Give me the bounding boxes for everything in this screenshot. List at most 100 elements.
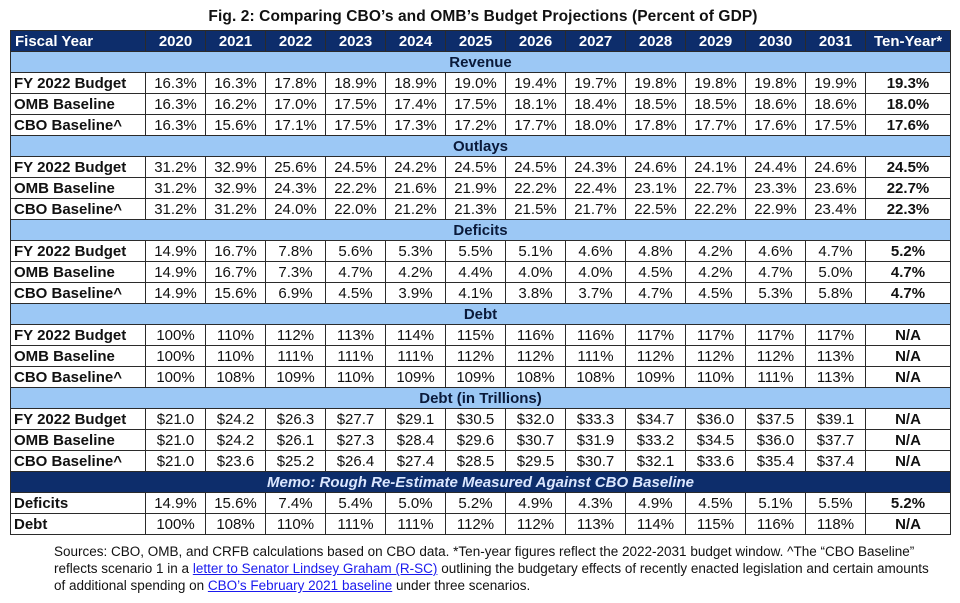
value-cell: $36.0	[745, 429, 806, 451]
value-cell: 117%	[625, 324, 686, 346]
value-cell: $33.6	[685, 450, 746, 472]
value-cell: 18.5%	[685, 93, 746, 115]
value-cell: 15.6%	[205, 282, 266, 304]
section-band-debt-in-trillions: Debt (in Trillions)	[10, 387, 951, 409]
value-cell: 111%	[385, 345, 446, 367]
row-label: FY 2022 Budget	[10, 408, 146, 430]
value-cell: $24.2	[205, 408, 266, 430]
ten-year-cell: 4.7%	[865, 282, 951, 304]
value-cell: 110%	[325, 366, 386, 388]
header-year: 2028	[625, 30, 686, 52]
value-cell: 4.1%	[445, 282, 506, 304]
table-row: FY 2022 Budget 16.3% 16.3% 17.8% 18.9% 18.9% 1…	[10, 72, 951, 94]
table-row: Deficits 14.9% 15.6% 7.4% 5.4% 5.0% 5.2% 4.9% 4.…	[10, 492, 951, 514]
value-cell: $39.1	[805, 408, 866, 430]
value-cell: 4.3%	[565, 492, 626, 514]
value-cell: $27.7	[325, 408, 386, 430]
value-cell: $27.4	[385, 450, 446, 472]
value-cell: $21.0	[145, 429, 206, 451]
value-cell: 18.6%	[805, 93, 866, 115]
row-label: OMB Baseline	[10, 261, 146, 283]
value-cell: 116%	[745, 513, 806, 535]
value-cell: 17.7%	[685, 114, 746, 136]
value-cell: 4.5%	[325, 282, 386, 304]
value-cell: 22.4%	[565, 177, 626, 199]
value-cell: 18.1%	[505, 93, 566, 115]
value-cell: 108%	[205, 366, 266, 388]
value-cell: 111%	[325, 345, 386, 367]
value-cell: 115%	[685, 513, 746, 535]
section-band-debt: Debt	[10, 303, 951, 325]
value-cell: 19.4%	[505, 72, 566, 94]
value-cell: $21.0	[145, 408, 206, 430]
value-cell: 25.6%	[265, 156, 326, 178]
header-row: Fiscal Year 2020 2021 2022 2023 2024 2025 2026 2…	[10, 30, 951, 52]
section-title: Debt (in Trillions)	[10, 387, 951, 409]
value-cell: 14.9%	[145, 261, 206, 283]
value-cell: 16.3%	[205, 72, 266, 94]
value-cell: 32.9%	[205, 177, 266, 199]
value-cell: 109%	[265, 366, 326, 388]
cbo-february-2021-baseline-link[interactable]: CBO’s February 2021 baseline	[207, 578, 393, 593]
header-year: 2026	[505, 30, 566, 52]
value-cell: 24.5%	[505, 156, 566, 178]
header-ten-year: Ten-Year*	[865, 30, 951, 52]
table-row: FY 2022 Budget 14.9% 16.7% 7.8% 5.6% 5.3% 5.5%…	[10, 240, 951, 262]
value-cell: $28.5	[445, 450, 506, 472]
ten-year-cell: N/A	[865, 366, 951, 388]
ten-year-cell: 24.5%	[865, 156, 951, 178]
value-cell: $28.4	[385, 429, 446, 451]
value-cell: 115%	[445, 324, 506, 346]
value-cell: 22.0%	[325, 198, 386, 220]
value-cell: 112%	[685, 345, 746, 367]
letter-to-senator-graham-link[interactable]: letter to Senator Lindsey Graham (R-SC)	[192, 561, 438, 576]
value-cell: 17.3%	[385, 114, 446, 136]
value-cell: 4.6%	[745, 240, 806, 262]
ten-year-cell: N/A	[865, 408, 951, 430]
value-cell: $34.5	[685, 429, 746, 451]
value-cell: 112%	[745, 345, 806, 367]
ten-year-cell: 19.3%	[865, 72, 951, 94]
value-cell: $26.4	[325, 450, 386, 472]
value-cell: 22.2%	[325, 177, 386, 199]
value-cell: 15.6%	[205, 492, 266, 514]
section-title: Deficits	[10, 219, 951, 241]
value-cell: 5.3%	[385, 240, 446, 262]
value-cell: 112%	[625, 345, 686, 367]
value-cell: 23.4%	[805, 198, 866, 220]
value-cell: 110%	[205, 324, 266, 346]
value-cell: 31.2%	[145, 156, 206, 178]
table-row: OMB Baseline 31.2% 32.9% 24.3% 22.2% 21.6% 21.…	[10, 177, 951, 199]
value-cell: 5.1%	[505, 240, 566, 262]
value-cell: 109%	[385, 366, 446, 388]
table-row: CBO Baseline^ 100% 108% 109% 110% 109% 109% 108…	[10, 366, 951, 388]
table-row: FY 2022 Budget 100% 110% 112% 113% 114% 115% 11…	[10, 324, 951, 346]
value-cell: 17.5%	[325, 114, 386, 136]
value-cell: 17.8%	[625, 114, 686, 136]
value-cell: 111%	[265, 345, 326, 367]
value-cell: 22.5%	[625, 198, 686, 220]
value-cell: 4.2%	[685, 261, 746, 283]
value-cell: $32.0	[505, 408, 566, 430]
value-cell: $26.3	[265, 408, 326, 430]
section-title: Outlays	[10, 135, 951, 157]
value-cell: 14.9%	[145, 492, 206, 514]
value-cell: 110%	[265, 513, 326, 535]
row-label: FY 2022 Budget	[10, 156, 146, 178]
sources-text-2: outlining the budgetary effects of recen…	[54, 561, 929, 593]
value-cell: 18.9%	[385, 72, 446, 94]
value-cell: 5.4%	[325, 492, 386, 514]
header-year: 2030	[745, 30, 806, 52]
figure-title: Fig. 2: Comparing CBO’s and OMB’s Budget…	[208, 8, 758, 25]
value-cell: 111%	[385, 513, 446, 535]
ten-year-cell: 5.2%	[865, 492, 951, 514]
value-cell: 100%	[145, 513, 206, 535]
row-label: FY 2022 Budget	[10, 324, 146, 346]
header-year: 2029	[685, 30, 746, 52]
value-cell: 17.1%	[265, 114, 326, 136]
value-cell: 24.5%	[325, 156, 386, 178]
value-cell: 112%	[505, 513, 566, 535]
value-cell: $30.7	[565, 450, 626, 472]
header-year: 2020	[145, 30, 206, 52]
value-cell: $32.1	[625, 450, 686, 472]
